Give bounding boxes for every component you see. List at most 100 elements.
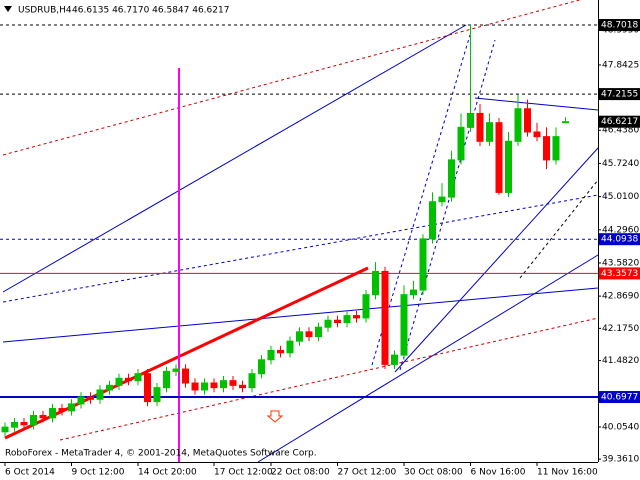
candle-body [49, 408, 56, 419]
level-label-box [599, 391, 640, 404]
candle-body [58, 408, 66, 412]
candle-body [505, 140, 512, 193]
candle-body [106, 384, 113, 391]
y-tick-label: 42.1750 [602, 324, 639, 334]
candle-body [343, 315, 351, 324]
level-label: 46.6217 [601, 117, 638, 127]
x-tick-label: 6 Oct 2014 [5, 468, 55, 478]
level-label: 40.6977 [601, 393, 638, 403]
level-label-box [599, 19, 640, 32]
candle-body [524, 108, 531, 133]
candle-body [134, 373, 142, 382]
candle-body [562, 121, 569, 124]
y-tick-label: 39.3610 [602, 455, 639, 465]
y-tick-label: 40.0540 [602, 422, 639, 432]
x-tick-label: 17 Oct 12:00 [214, 468, 273, 478]
trend-lines [2, 0, 599, 463]
candle-body [486, 122, 493, 142]
candle-body [334, 319, 341, 324]
candle-body [39, 415, 47, 419]
candle-body [191, 382, 199, 391]
candle-body [125, 377, 132, 382]
candle-body [20, 421, 28, 426]
candle-body [96, 389, 104, 400]
candle-body [353, 315, 360, 319]
candle-body [1, 426, 9, 433]
candle-body [381, 270, 389, 365]
candle-body [438, 196, 446, 203]
candle-body [182, 368, 189, 384]
subtitle: 46.6135 46.7170 46.5847 46.6217 [72, 6, 229, 16]
y-tick-label: 47.8425 [602, 60, 639, 70]
trend-line [519, 179, 599, 279]
candle-body [172, 368, 180, 372]
candle-body [163, 370, 170, 389]
collapse-icon[interactable] [4, 6, 12, 12]
level-label-box [599, 115, 640, 128]
candle-body [68, 403, 75, 412]
candle-body [286, 340, 294, 354]
y-tick-label: 43.5820 [602, 258, 639, 268]
level-label: 43.3573 [601, 269, 638, 279]
level-label-box [599, 233, 640, 246]
candle-body [533, 131, 541, 138]
candle-body [87, 396, 94, 400]
level-label: 48.7018 [601, 21, 638, 31]
candle-body [144, 373, 151, 403]
candle-body [115, 377, 123, 386]
x-tick-label: 14 Oct 20:00 [138, 468, 197, 478]
trend-line [257, 254, 599, 463]
candle-body [543, 136, 550, 161]
candle-body [258, 359, 265, 375]
candle-body [400, 294, 408, 356]
x-tick-label: 27 Oct 12:00 [338, 468, 397, 478]
x-tick-label: 30 Oct 08:00 [404, 468, 463, 478]
chart-title: USDRUB,H4 [18, 6, 72, 16]
candle-body [419, 238, 427, 291]
trend-line [2, 194, 599, 303]
y-tick-label: 41.4820 [602, 356, 639, 366]
trend-line [474, 97, 599, 111]
x-tick-label: 6 Nov 16:00 [471, 468, 526, 478]
trend-line [59, 317, 599, 441]
candle-body [467, 112, 474, 128]
candle-body [220, 380, 227, 389]
candle-body [248, 373, 256, 389]
candle-body [305, 331, 313, 338]
x-tick-label: 9 Oct 12:00 [72, 468, 125, 478]
candle-body [514, 108, 522, 142]
trend-line [394, 147, 599, 373]
candle-body [210, 382, 218, 389]
candle-body [201, 382, 208, 391]
y-tick-label: 44.2960 [602, 225, 639, 235]
y-tick-label: 45.0100 [602, 192, 639, 202]
candle-body [11, 421, 18, 428]
level-label: 44.0938 [601, 235, 638, 245]
level-label-box [599, 88, 640, 101]
candle-body [30, 415, 37, 426]
x-tick-label: 22 Oct 08:00 [271, 468, 330, 478]
candle-body [448, 159, 455, 198]
trend-line [2, 287, 599, 343]
candle-body [372, 270, 379, 296]
candle-body [429, 201, 436, 240]
candle-body [476, 112, 484, 142]
candle-body [229, 380, 237, 386]
arrow-icon [266, 410, 284, 423]
candle-body [239, 384, 246, 389]
candle-body [153, 387, 161, 403]
footer: RoboForex - MetaTrader 4, © 2001-2014, M… [5, 449, 317, 459]
candle-body [267, 349, 275, 361]
y-tick-label: 46.4380 [602, 126, 639, 136]
candle-body [552, 136, 560, 161]
y-tick-label: 45.7240 [602, 159, 639, 169]
candle-body [495, 122, 503, 193]
candle-body [457, 126, 465, 161]
level-label: 47.2155 [601, 90, 638, 100]
y-tick-label: 42.8690 [602, 292, 639, 302]
candle-body [362, 294, 370, 319]
trend-line [2, 0, 582, 156]
x-tick-label: 11 Nov 16:00 [537, 468, 598, 478]
